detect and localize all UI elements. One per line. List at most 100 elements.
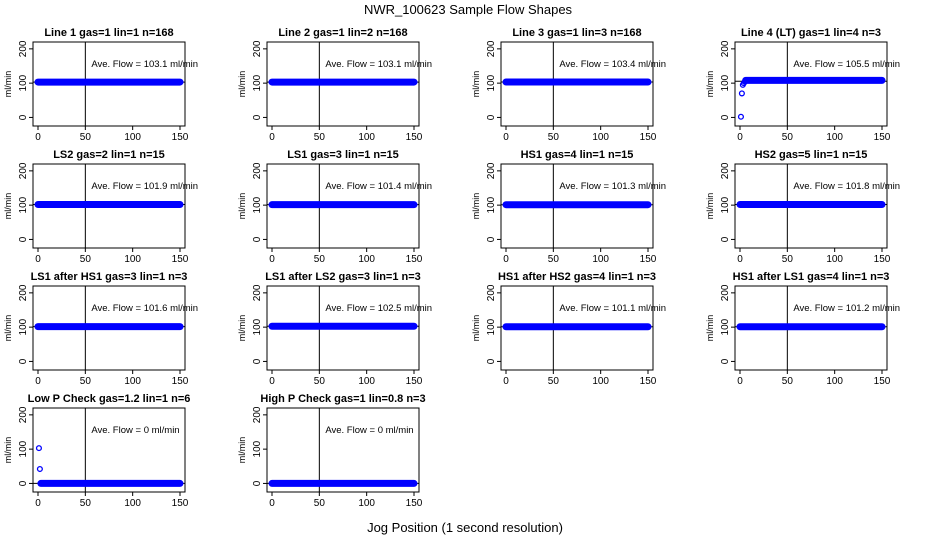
y-tick-label: 200 [252,40,263,57]
x-tick-label: 50 [548,254,560,265]
panel-14: High P Check gas=1 lin=0.8 n=3 0 100 200 0 50… [237,393,426,509]
y-axis-label: ml/min [3,71,13,98]
x-tick-label: 100 [124,132,141,143]
x-tick-label: 100 [358,132,375,143]
x-tick-label: 50 [782,132,794,143]
x-tick-label: 0 [35,376,41,387]
x-tick-label: 100 [592,132,609,143]
panel-9: LS1 after HS1 gas=3 lin=1 n=3 0 100 200 0 50 1… [3,271,198,387]
x-tick-label: 150 [874,254,891,265]
panel-title: Line 4 (LT) gas=1 lin=4 n=3 [741,27,881,39]
y-tick-label: 0 [252,114,263,120]
x-tick-label: 50 [80,376,92,387]
data-point [36,465,43,473]
y-tick-label: 200 [720,284,731,301]
y-tick-label: 100 [720,74,731,91]
x-tick-label: 0 [35,132,41,143]
x-tick-label: 100 [826,132,843,143]
plot-frame [32,41,186,127]
x-tick-label: 50 [80,132,92,143]
y-tick-label: 100 [486,318,497,335]
y-tick-label: 0 [720,358,731,364]
x-tick-label: 150 [640,132,657,143]
plot-frame [266,407,420,493]
x-tick-label: 50 [782,254,794,265]
average-annotation: Ave. Flow = 101.4 ml/min [325,181,432,192]
panel-5: LS2 gas=2 lin=1 n=15 0 100 200 0 50 100 150 ml/m… [3,149,198,265]
average-annotation: Ave. Flow = 101.2 ml/min [793,303,900,314]
x-tick-label: 100 [124,498,141,509]
y-tick-label: 0 [720,114,731,120]
plot-frame [500,163,654,249]
x-tick-label: 50 [314,498,326,509]
y-axis-label: ml/min [3,315,13,342]
x-tick-label: 0 [35,254,41,265]
y-tick-label: 100 [18,440,29,457]
y-tick-label: 200 [18,162,29,179]
average-annotation: Ave. Flow = 101.9 ml/min [91,181,198,192]
plot-frame [32,163,186,249]
x-axis-label: Jog Position (1 second resolution) [367,520,563,535]
x-tick-label: 50 [80,498,92,509]
x-tick-label: 0 [737,376,743,387]
plot-frame [266,41,420,127]
panel-4: Line 4 (LT) gas=1 lin=4 n=3 0 100 200 0 50 100… [705,27,900,143]
plot-frame [32,407,186,493]
x-tick-label: 100 [358,376,375,387]
panel-8: HS2 gas=5 lin=1 n=15 0 100 200 0 50 100 150 ml/m… [705,149,900,265]
y-tick-label: 0 [18,236,29,242]
y-axis-label: ml/min [3,437,13,464]
y-tick-label: 200 [486,284,497,301]
plot-frame [500,285,654,371]
x-tick-label: 100 [358,254,375,265]
y-tick-label: 200 [252,162,263,179]
y-axis-label: ml/min [237,71,247,98]
x-tick-label: 150 [406,132,423,143]
average-annotation: Ave. Flow = 101.6 ml/min [91,303,198,314]
x-tick-label: 0 [35,498,41,509]
y-tick-label: 0 [486,236,497,242]
plot-frame [734,163,888,249]
x-tick-label: 0 [269,376,275,387]
y-tick-label: 0 [252,358,263,364]
x-tick-label: 50 [314,254,326,265]
panel-title: Line 2 gas=1 lin=2 n=168 [278,27,407,39]
x-tick-label: 0 [503,254,509,265]
x-tick-label: 150 [640,254,657,265]
data-point [738,90,745,97]
average-annotation: Ave. Flow = 101.1 ml/min [559,303,666,314]
x-tick-label: 50 [548,376,560,387]
y-tick-label: 100 [720,196,731,213]
x-tick-label: 50 [80,254,92,265]
panel-title: HS2 gas=5 lin=1 n=15 [755,149,868,161]
y-axis-label: ml/min [237,315,247,342]
y-tick-label: 100 [252,440,263,457]
x-tick-label: 0 [503,376,509,387]
average-annotation: Ave. Flow = 102.5 ml/min [325,303,432,314]
panel-6: LS1 gas=3 lin=1 n=15 0 100 200 0 50 100 150 ml/m… [237,149,432,265]
x-tick-label: 0 [737,132,743,143]
y-tick-label: 100 [486,196,497,213]
x-tick-label: 0 [737,254,743,265]
panel-12: HS1 after LS1 gas=4 lin=1 n=3 0 100 200 0 50 1… [705,271,900,387]
panel-13: Low P Check gas=1.2 lin=1 n=6 0 100 200 0 50 1… [3,393,190,509]
panel-10: LS1 after LS2 gas=3 lin=1 n=3 0 100 200 0 50 1… [237,271,432,387]
y-axis-label: ml/min [705,315,715,342]
x-tick-label: 150 [406,376,423,387]
plot-frame [266,163,420,249]
y-tick-label: 200 [18,406,29,423]
y-tick-label: 0 [486,358,497,364]
average-annotation: Ave. Flow = 101.3 ml/min [559,181,666,192]
x-tick-label: 150 [172,376,189,387]
x-tick-label: 50 [314,376,326,387]
x-tick-label: 150 [874,376,891,387]
y-tick-label: 100 [18,196,29,213]
plot-frame [500,41,654,127]
y-tick-label: 100 [18,74,29,91]
y-tick-label: 0 [720,236,731,242]
y-axis-label: ml/min [237,437,247,464]
x-tick-label: 100 [826,254,843,265]
y-tick-label: 200 [720,40,731,57]
plot-frame [266,285,420,371]
